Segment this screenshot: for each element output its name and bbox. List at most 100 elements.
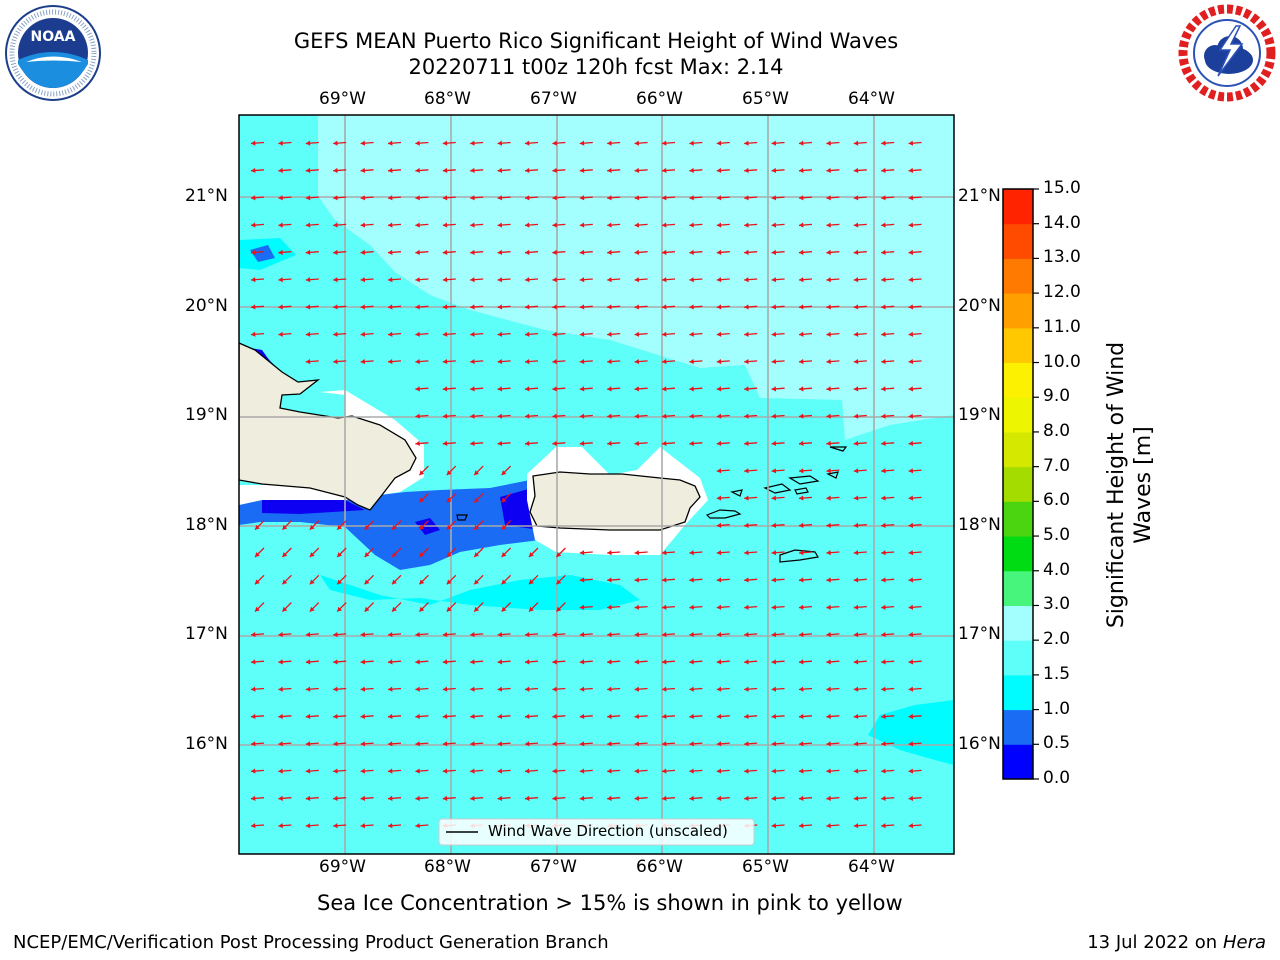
wave-direction-arrowhead: [689, 167, 694, 174]
wave-direction-arrowhead: [662, 195, 667, 201]
wave-direction-arrowhead: [634, 604, 640, 610]
wave-direction-arrowhead: [881, 359, 886, 365]
wave-direction-arrowhead: [442, 249, 448, 255]
wave-direction-arrowhead: [305, 140, 311, 146]
wave-direction-arrowhead: [826, 359, 831, 365]
wave-direction-arrowhead: [360, 632, 366, 638]
wave-direction-arrowhead: [826, 386, 831, 392]
wave-direction-arrowhead: [255, 524, 260, 530]
wave-direction-arrowhead: [853, 823, 859, 829]
wave-direction-arrowhead: [716, 522, 722, 528]
wave-direction-arrowhead: [908, 167, 914, 174]
wave-direction-arrowhead: [634, 195, 640, 201]
wave-direction-arrowhead: [826, 604, 831, 610]
wave-direction-arrowhead: [689, 413, 694, 419]
wave-direction-arrowhead: [501, 497, 507, 503]
wave-direction-arrowhead: [771, 659, 777, 665]
wave-direction-arrowhead: [579, 359, 585, 365]
wave-direction-arrowhead: [474, 606, 480, 612]
wave-direction-arrowhead: [607, 577, 612, 583]
wave-direction-arrowhead: [251, 713, 256, 720]
wave-direction-arrowhead: [501, 579, 507, 585]
wave-direction-arrowhead: [579, 277, 585, 283]
wave-direction-arrowhead: [442, 140, 448, 146]
colorbar-tick-label: 4.0: [1043, 559, 1071, 580]
wave-direction-arrowhead: [689, 577, 694, 583]
wave-direction-arrowhead: [799, 304, 804, 310]
wave-direction-arrowhead: [771, 741, 777, 747]
wave-direction-arrowhead: [799, 550, 804, 556]
wave-direction-arrowhead: [881, 195, 886, 201]
wave-direction-arrowhead: [497, 713, 503, 720]
wave-direction-arrowhead: [388, 277, 393, 283]
wave-direction-arrowhead: [908, 768, 914, 774]
wave-direction-arrowhead: [446, 606, 452, 612]
wave-direction-arrowhead: [744, 195, 749, 201]
lon-label-top: 69°W: [319, 89, 366, 109]
wave-direction-arrowhead: [525, 741, 530, 747]
wave-direction-arrowhead: [634, 167, 640, 174]
wave-direction-arrowhead: [251, 659, 256, 665]
wave-direction-arrowhead: [634, 331, 640, 337]
wave-direction-arrowhead: [278, 713, 283, 720]
wave-direction-arrowhead: [388, 222, 393, 228]
wave-direction-arrowhead: [908, 140, 914, 146]
wave-direction-arrowhead: [853, 167, 859, 174]
wave-direction-arrowhead: [662, 632, 667, 638]
wave-direction-arrowhead: [497, 659, 503, 665]
wave-direction-arrowhead: [607, 140, 612, 146]
wave-direction-arrowhead: [662, 795, 667, 801]
wave-direction-arrowhead: [689, 386, 694, 392]
wave-direction-arrowhead: [826, 249, 831, 255]
wave-direction-arrowhead: [470, 632, 475, 638]
wave-direction-arrowhead: [826, 632, 831, 638]
wave-direction-arrowhead: [662, 659, 667, 665]
colorbar-label-line1: Significant Height of Wind: [1104, 341, 1129, 629]
wave-direction-arrowhead: [881, 304, 886, 310]
wave-direction-arrowhead: [771, 195, 777, 201]
wave-direction-arrowhead: [278, 659, 283, 665]
wave-direction-arrowhead: [446, 497, 452, 503]
wave-direction-arrowhead: [501, 552, 507, 557]
wave-direction-arrowhead: [579, 331, 585, 337]
colorbar-swatch: [1003, 397, 1033, 433]
colorbar-swatch: [1003, 189, 1033, 225]
wave-direction-arrowhead: [415, 823, 420, 829]
colorbar-axis-label: Significant Height of Wind Waves [m]: [1103, 335, 1157, 635]
colorbar-tick-label: 12.0: [1043, 282, 1081, 303]
wave-direction-arrowhead: [607, 550, 612, 556]
wave-direction-arrowhead: [799, 659, 804, 665]
wave-direction-arrowhead: [799, 713, 804, 720]
wave-direction-arrowhead: [333, 359, 338, 365]
wave-direction-arrowhead: [607, 167, 612, 174]
wave-direction-arrowhead: [415, 140, 420, 146]
wave-direction-arrowhead: [579, 167, 585, 174]
wave-direction-arrowhead: [689, 659, 694, 665]
wave-direction-arrowhead: [415, 632, 420, 638]
wave-direction-arrowhead: [744, 550, 749, 556]
wave-direction-arrowhead: [799, 140, 804, 146]
wave-direction-arrowhead: [501, 606, 507, 612]
wave-direction-arrowhead: [881, 686, 886, 692]
lat-label-right-clip: 21°N: [958, 186, 1002, 206]
wave-direction-arrowhead: [415, 713, 420, 720]
wave-direction-arrowhead: [278, 823, 283, 829]
wave-direction-arrowhead: [607, 768, 612, 774]
wave-direction-arrowhead: [771, 713, 777, 720]
colorbar: [1002, 188, 1039, 780]
wave-direction-arrowhead: [552, 331, 557, 337]
wave-direction-arrowhead: [579, 550, 585, 556]
wave-direction-arrowhead: [881, 413, 886, 419]
wave-direction-arrowhead: [634, 277, 640, 283]
wave-direction-arrowhead: [360, 823, 366, 829]
wave-direction-arrowhead: [388, 359, 393, 365]
wave-direction-arrowhead: [333, 195, 338, 201]
wave-direction-arrowhead: [908, 686, 914, 692]
wave-direction-arrowhead: [771, 249, 777, 255]
wave-direction-arrowhead: [415, 222, 420, 228]
wave-direction-arrowhead: [470, 440, 475, 447]
wave-direction-arrowhead: [607, 686, 612, 692]
wave-direction-arrowhead: [579, 604, 585, 610]
wave-direction-arrowhead: [634, 741, 640, 747]
wave-direction-arrowhead: [799, 222, 804, 228]
